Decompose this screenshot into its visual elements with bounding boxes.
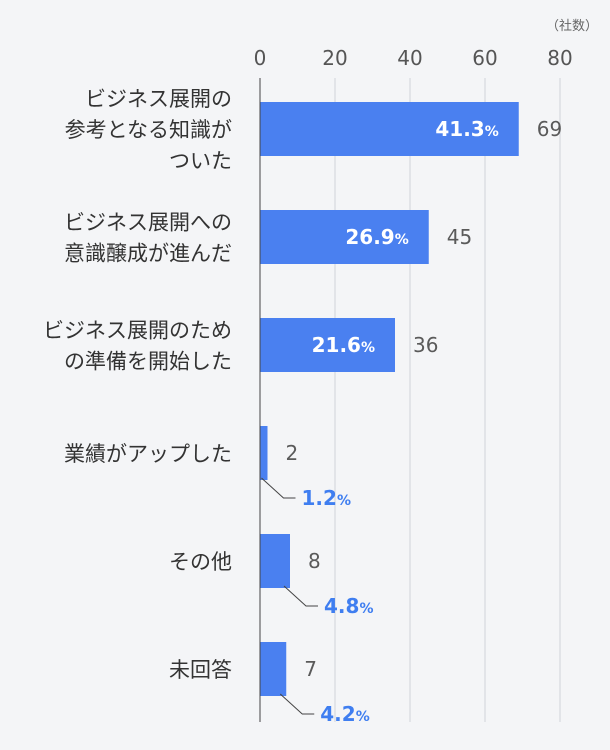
category-label: その他 <box>169 550 232 574</box>
value-label: 36 <box>413 333 438 357</box>
bar <box>260 318 395 372</box>
bar <box>260 102 519 156</box>
bars: ビジネス展開の参考となる知識がついた 69 41.3% ビジネス展開への意識醸成が進ん… <box>43 87 562 726</box>
leader-line <box>283 585 318 607</box>
x-axis-ticks: 0 20 40 60 80 <box>254 46 573 70</box>
value-label: 69 <box>537 117 562 141</box>
x-tick-label: 40 <box>397 46 422 70</box>
x-tick-label: 60 <box>472 46 497 70</box>
value-label: 45 <box>447 225 472 249</box>
bar <box>260 534 290 588</box>
category-label: ビジネス展開の参考となる知識がついた <box>65 87 232 173</box>
unit-label: （社数） <box>546 18 598 34</box>
bar <box>260 210 429 264</box>
percent-label: 4.8% <box>324 594 373 618</box>
category-label: 業績がアップした <box>64 442 232 466</box>
category-label: 未回答 <box>169 658 232 682</box>
percent-label: 41.3% <box>435 117 498 141</box>
x-tick-label: 80 <box>547 46 572 70</box>
bar <box>260 642 287 696</box>
value-label: 8 <box>308 549 321 573</box>
category-label: ビジネス展開のための準備を開始した <box>43 319 232 374</box>
grid-lines <box>334 78 561 722</box>
percent-label: 4.2% <box>320 702 369 726</box>
value-label: 2 <box>286 441 299 465</box>
percent-label: 21.6% <box>312 333 375 357</box>
percent-label: 26.9% <box>345 225 408 249</box>
value-label: 7 <box>304 657 317 681</box>
percent-label: 1.2% <box>302 486 351 510</box>
leader-line <box>279 693 315 715</box>
x-tick-label: 0 <box>254 46 267 70</box>
leader-line <box>261 477 296 499</box>
category-label: ビジネス展開への意識醸成が進んだ <box>64 211 232 266</box>
x-tick-label: 20 <box>322 46 347 70</box>
bar <box>260 426 268 480</box>
